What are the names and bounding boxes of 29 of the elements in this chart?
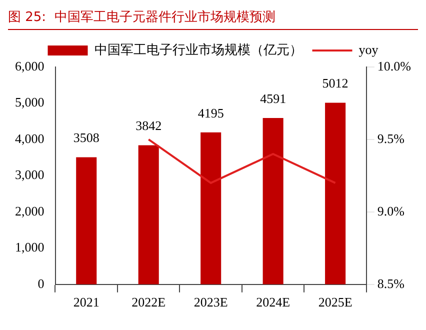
data-label: 3508 (73, 130, 100, 146)
bar (76, 157, 97, 284)
y2-tick-label: 10.0% (377, 58, 412, 74)
bar (138, 145, 159, 284)
bar (325, 102, 346, 284)
y2-tick-label: 8.5% (377, 276, 405, 291)
y-tick-label: 2,000 (15, 203, 44, 218)
x-tick-label: 2022E (132, 294, 166, 310)
bar (262, 118, 284, 284)
x-tick-label: 2025E (318, 294, 352, 310)
x-tick-label: 2021 (73, 294, 100, 310)
data-label: 4195 (198, 105, 224, 120)
x-tick-label: 2024E (256, 294, 290, 310)
data-label: 4591 (260, 90, 286, 106)
y-tick-label: 3,000 (15, 167, 44, 182)
bar (200, 132, 222, 284)
legend-label: 中国军工电子行业市场规模（亿元） (94, 42, 302, 57)
y-tick-label: 5,000 (15, 94, 44, 110)
x-tick-label: 2023E (194, 294, 228, 310)
y-tick-label: 6,000 (15, 58, 44, 74)
y2-tick-label: 9.5% (377, 130, 405, 146)
data-label: 5012 (322, 76, 348, 91)
legend-label: yoy (358, 42, 379, 57)
y2-tick-label: 9.0% (377, 203, 405, 218)
y-tick-label: 1,000 (15, 240, 44, 255)
y-tick-label: 0 (38, 276, 44, 291)
data-label: 3842 (136, 118, 162, 134)
chart-title: 图 25: 中国军工电子元器件行业市场规模预测 (8, 8, 418, 30)
y-tick-label: 4,000 (15, 130, 44, 146)
